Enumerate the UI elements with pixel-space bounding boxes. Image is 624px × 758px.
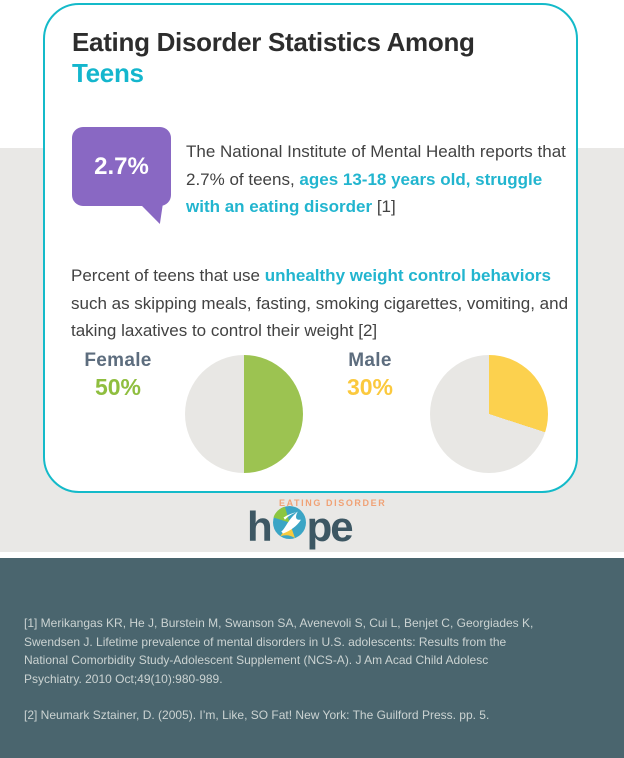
- female-pie-label: Female 50%: [63, 350, 173, 400]
- reference-1: [1] Merikangas KR, He J, Burstein M, Swa…: [24, 614, 614, 688]
- stats-card: Eating Disorder Statistics Among Teens 2…: [43, 3, 578, 493]
- reference-2: [2] Neumark Sztainer, D. (2005). I’m, Li…: [24, 706, 614, 725]
- paragraph-nimh-text: The National Institute of Mental Health …: [186, 142, 566, 189]
- male-pie-label: Male 30%: [315, 350, 425, 400]
- logo-tagline: EATING DISORDER: [279, 498, 387, 508]
- paragraph-nimh: The National Institute of Mental Health …: [186, 138, 578, 221]
- reference-1-line: Psychiatry. 2010 Oct;49(10):980-989.: [24, 671, 223, 686]
- paragraph-behaviors-text: Percent of teens that use: [71, 266, 265, 285]
- paragraph-behaviors-rest: such as skipping meals, fasting, smoking…: [71, 293, 569, 341]
- paragraph-nimh-citation: [1]: [372, 197, 396, 216]
- page-title-line2: Teens: [72, 58, 144, 88]
- male-pie-chart: [430, 355, 548, 473]
- male-label: Male: [348, 350, 392, 371]
- speech-bubble-tail-icon: [139, 203, 163, 224]
- logo-word-start: h: [247, 503, 273, 550]
- reference-1-line: Swendsen J. Lifetime prevalence of menta…: [24, 634, 507, 649]
- speech-bubble: 2.7%: [72, 127, 171, 206]
- paragraph-behaviors-highlight: unhealthy weight control behaviors: [264, 266, 551, 285]
- page-title: Eating Disorder Statistics Among Teens: [72, 27, 475, 89]
- paragraph-nimh-highlight: ages 13-18 years old, struggle with an e…: [186, 169, 543, 217]
- dove-circle-icon: [272, 504, 306, 546]
- page-title-line1: Eating Disorder Statistics Among: [72, 27, 475, 57]
- references-footer: [1] Merikangas KR, He J, Burstein M, Swa…: [0, 558, 624, 758]
- male-value: 30%: [346, 373, 394, 400]
- references-block: [1] Merikangas KR, He J, Burstein M, Swa…: [0, 558, 624, 725]
- female-pie-chart: [185, 355, 303, 473]
- logo-word-end: pe: [306, 503, 354, 550]
- stat-value: 2.7%: [94, 152, 149, 180]
- reference-2-line: [2] Neumark Sztainer, D. (2005). I’m, Li…: [24, 708, 490, 722]
- paragraph-behaviors: Percent of teens that use unhealthy weig…: [71, 262, 573, 345]
- female-value: 50%: [94, 373, 142, 400]
- logo-wordmark: h pe: [247, 503, 354, 550]
- reference-1-line: National Comorbidity Study-Adolescent Su…: [24, 653, 489, 667]
- eating-disorder-hope-logo: EATING DISORDER h pe: [247, 496, 385, 556]
- female-label: Female: [84, 350, 152, 371]
- reference-1-line: [1] Merikangas KR, He J, Burstein M, Swa…: [24, 616, 534, 630]
